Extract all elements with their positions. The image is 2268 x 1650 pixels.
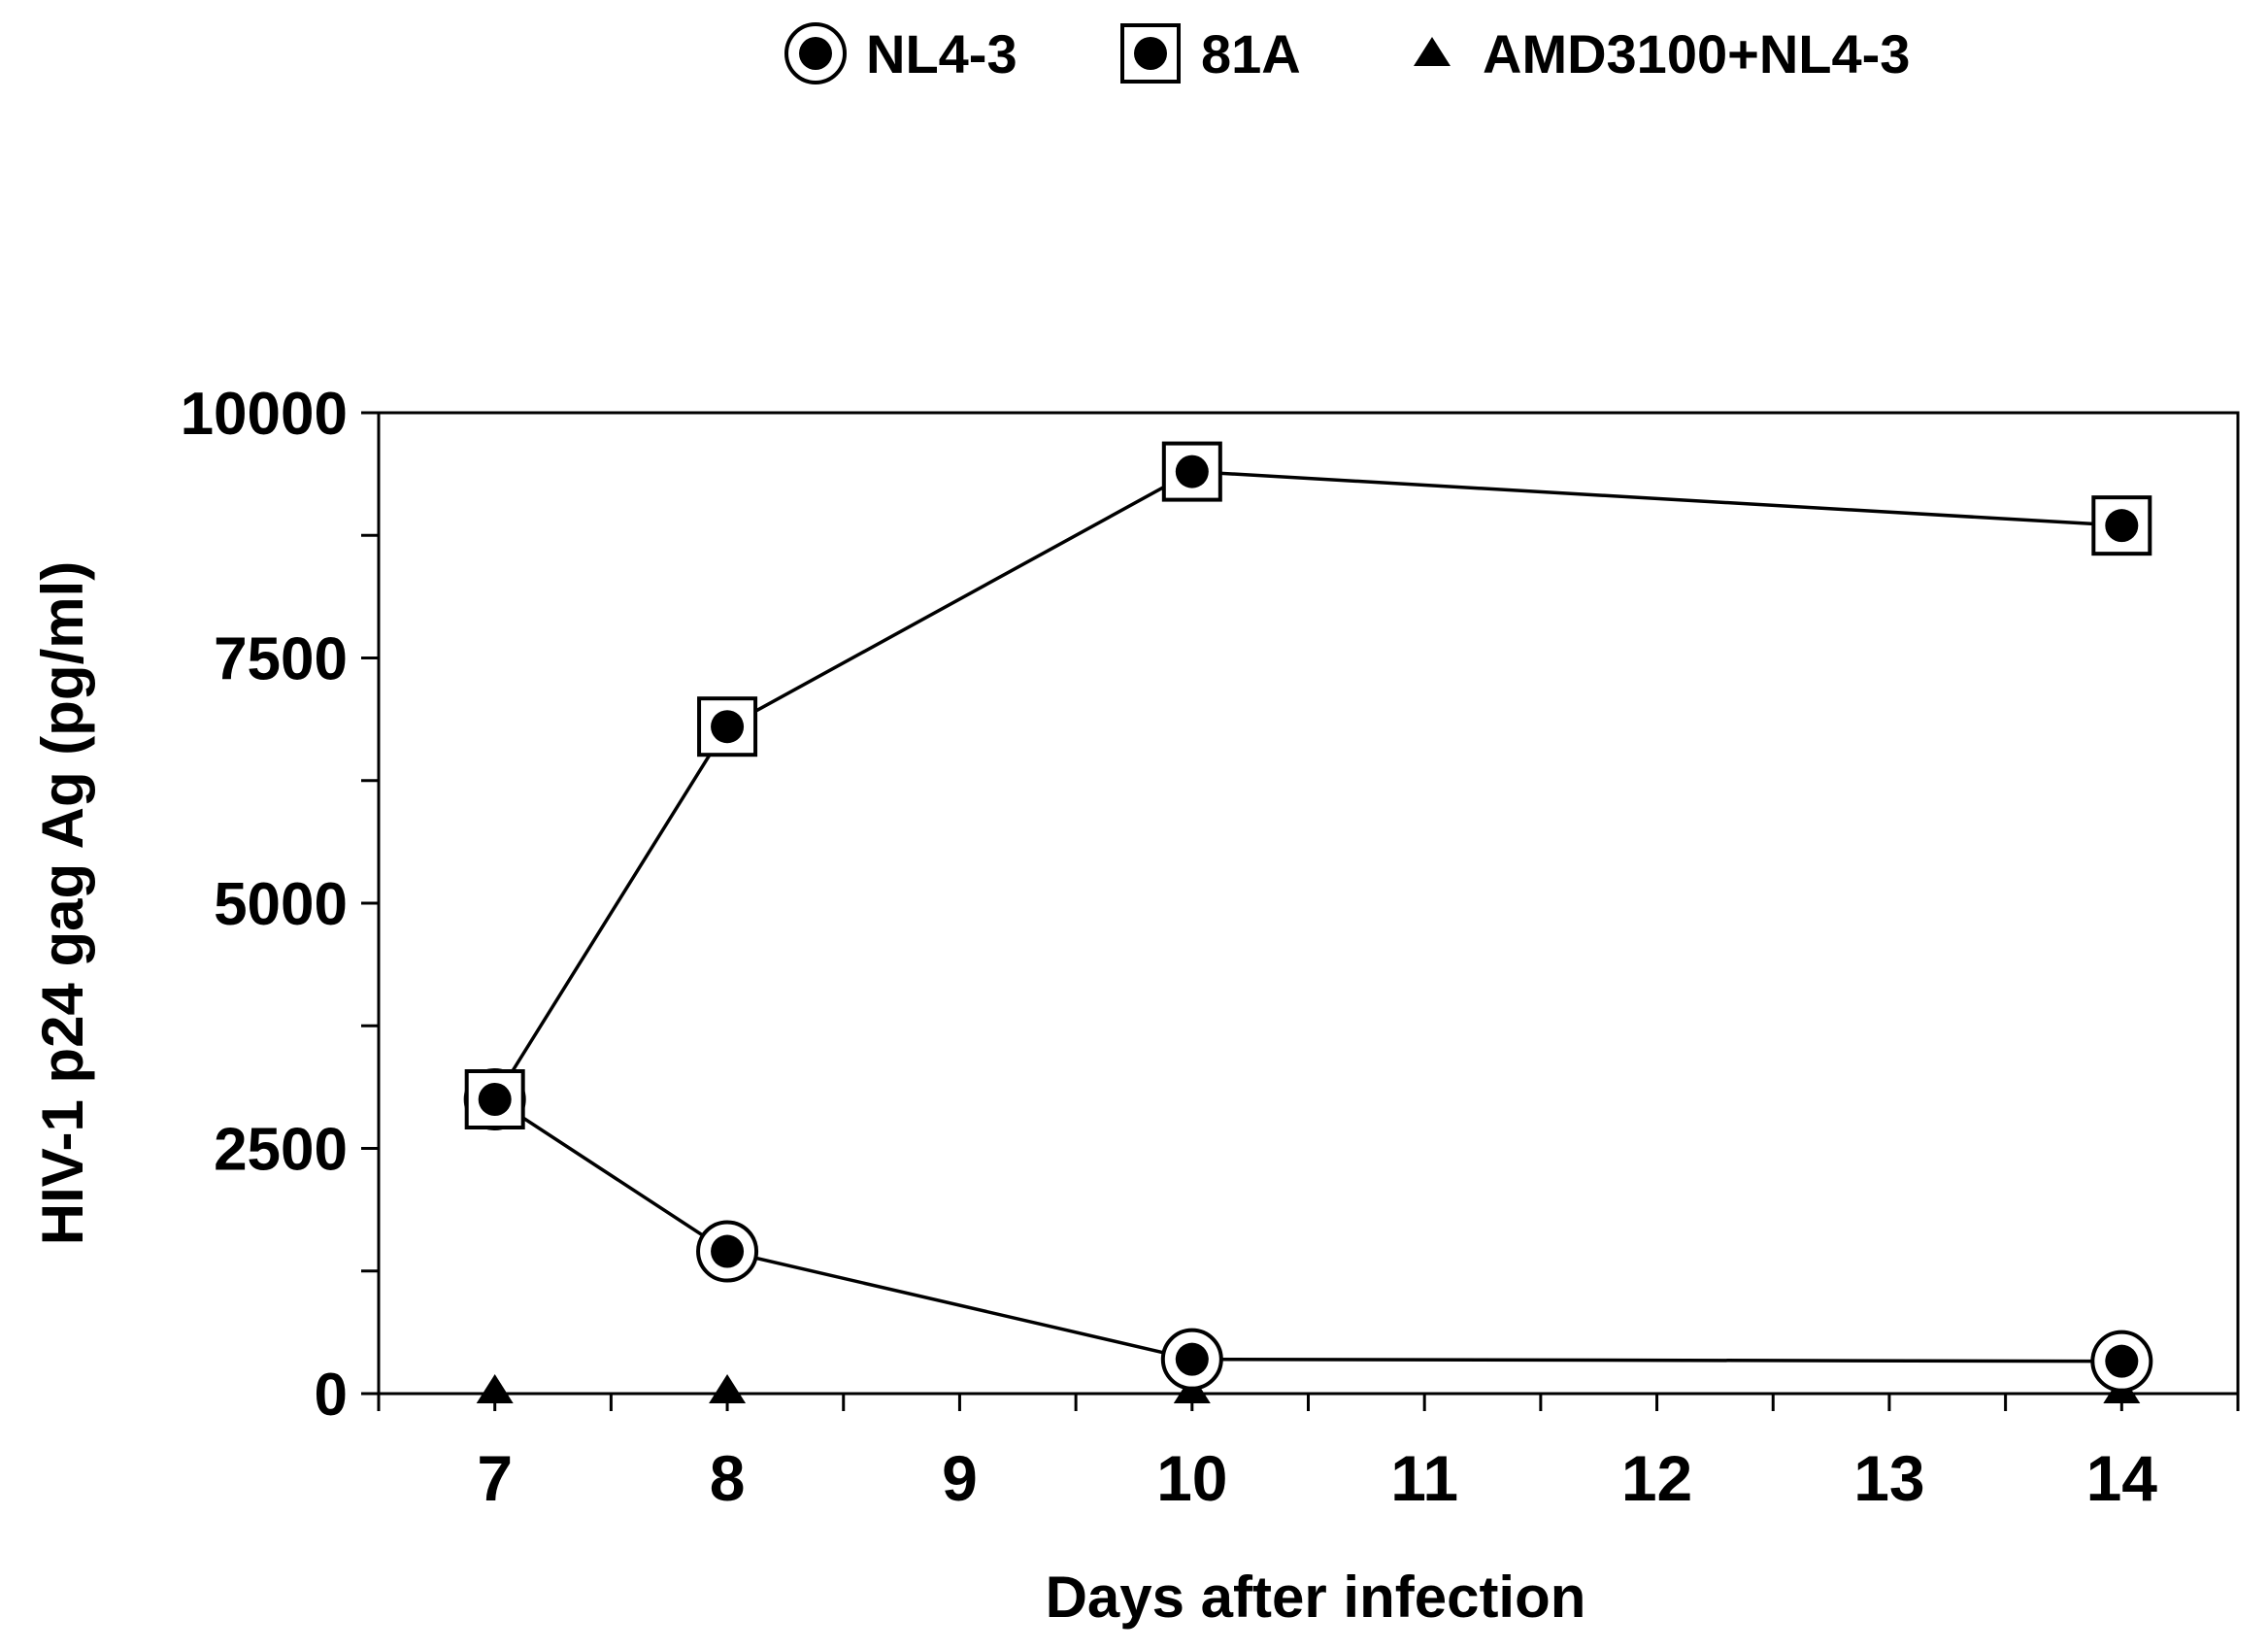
marker-triangle (709, 1374, 747, 1403)
plot-frame (377, 411, 2240, 1396)
x-tick-label: 11 (1390, 1442, 1458, 1514)
y-tick-label: 5000 (214, 871, 348, 938)
x-tick-label: 14 (2086, 1442, 2158, 1514)
marker-dot (711, 1234, 745, 1268)
series-line-1 (493, 469, 2122, 1100)
marker-dot (1175, 1342, 1209, 1376)
legend-item: NL4-3 (784, 22, 1017, 84)
marker-dot (799, 37, 832, 70)
data-point (2090, 1330, 2153, 1393)
data-point (696, 1220, 759, 1283)
legend-label: NL4-3 (866, 23, 1017, 84)
x-tick-label: 10 (1156, 1442, 1227, 1514)
legend-label: AMD3100+NL4-3 (1483, 23, 1910, 84)
data-point (709, 1374, 747, 1403)
marker-outline (697, 696, 758, 758)
y-tick-label: 10000 (181, 381, 348, 448)
x-tick-label: 7 (477, 1442, 513, 1514)
legend-label: 81A (1201, 23, 1301, 84)
marker-triangle (476, 1374, 514, 1403)
legend-marker (1414, 37, 1451, 66)
marker-triangle (1414, 37, 1451, 66)
x-tick-label: 12 (1621, 1442, 1692, 1514)
legend-marker (1120, 23, 1181, 84)
data-point (1161, 441, 1222, 502)
series-layer (463, 441, 2153, 1403)
data-point (1160, 1328, 1223, 1391)
data-point (464, 1069, 525, 1129)
legend-item: 81A (1120, 23, 1301, 84)
legend-marker (784, 22, 847, 84)
legend: NL4-3 81A AMD3100+NL4-3 (784, 22, 1910, 84)
x-tick-label: 8 (710, 1442, 746, 1514)
legend-item: AMD3100+NL4-3 (1414, 23, 1910, 84)
y-axis-ticks: 0 2500 5000 7500 10000 (181, 381, 379, 1429)
series-line-0 (493, 1097, 2122, 1364)
x-tick-label: 13 (1853, 1442, 1924, 1514)
data-point (476, 1374, 514, 1403)
marker-dot (478, 1083, 512, 1116)
data-point (697, 696, 758, 758)
data-point (2091, 495, 2152, 556)
marker-dot (1175, 455, 1209, 488)
marker-dot (2105, 1344, 2139, 1378)
marker-dot (711, 710, 745, 744)
marker-dot (2105, 509, 2139, 543)
y-tick-label: 7500 (214, 626, 348, 693)
x-axis-ticks: 7 8 9 10 11 12 13 14 (377, 1394, 2240, 1514)
x-tick-label: 9 (942, 1442, 978, 1514)
y-tick-label: 0 (315, 1362, 348, 1429)
y-tick-label: 2500 (214, 1117, 348, 1184)
x-axis-label: Days after infection (1046, 1565, 1586, 1630)
y-axis-label: HIV-1 p24 gag Ag (pg/ml) (30, 561, 95, 1246)
marker-dot (1134, 37, 1167, 70)
